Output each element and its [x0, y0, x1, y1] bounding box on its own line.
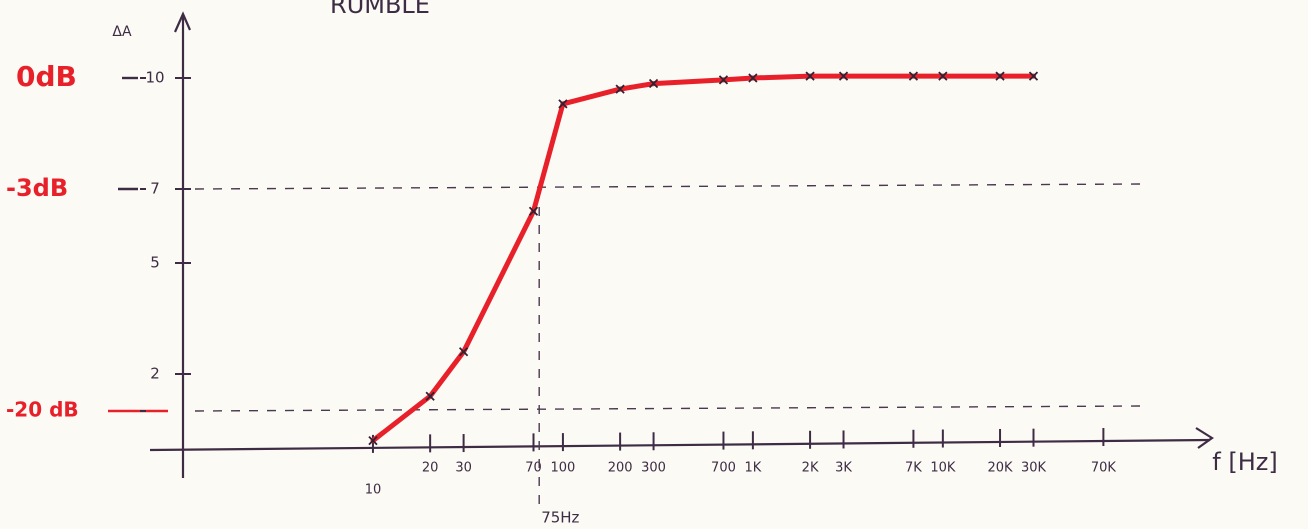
- x-tick-label: 10: [365, 483, 382, 498]
- x-tick-label: 200: [608, 461, 633, 476]
- db-label: 0dB: [16, 60, 77, 93]
- x-tick-label: 100: [551, 461, 576, 476]
- level-line: [195, 406, 1140, 411]
- series-line: [373, 76, 1034, 441]
- level-line: [195, 184, 1140, 189]
- chart: RUMBLE ΔA f [Hz] 25710102030701002003007…: [0, 0, 1308, 529]
- x-tick-label: 2K: [802, 461, 819, 476]
- y-axis-label: ΔA: [112, 24, 132, 40]
- x-tick-label: 10K: [930, 461, 956, 476]
- y-tick-label: 5: [150, 254, 160, 272]
- x-axis: [150, 440, 1210, 450]
- y-tick-label: 7: [150, 180, 160, 198]
- x-tick-label: 300: [641, 461, 666, 476]
- page: {"chart_data": { "type": "line", "title"…: [0, 0, 1308, 529]
- x-tick-label: 3K: [835, 461, 852, 476]
- y-tick-label: 10: [145, 69, 164, 87]
- x-tick-label: 20K: [987, 461, 1013, 476]
- x-tick-label: 30: [455, 461, 472, 476]
- marker-label: 75Hz: [541, 509, 579, 527]
- x-axis-arrow: [1196, 428, 1212, 448]
- db-label: -3dB: [6, 174, 68, 202]
- x-tick-label: 1K: [744, 461, 761, 476]
- x-tick-label: 30K: [1021, 461, 1047, 476]
- x-tick-label: 700: [711, 461, 736, 476]
- y-tick-label: 2: [150, 365, 160, 383]
- db-label: -20 dB: [6, 398, 79, 422]
- x-tick-label: 20: [422, 461, 439, 476]
- chart-title: RUMBLE: [330, 0, 430, 19]
- x-tick-label: 70K: [1091, 461, 1117, 476]
- x-tick-label: 7K: [905, 461, 922, 476]
- x-axis-label: f [Hz]: [1212, 448, 1277, 476]
